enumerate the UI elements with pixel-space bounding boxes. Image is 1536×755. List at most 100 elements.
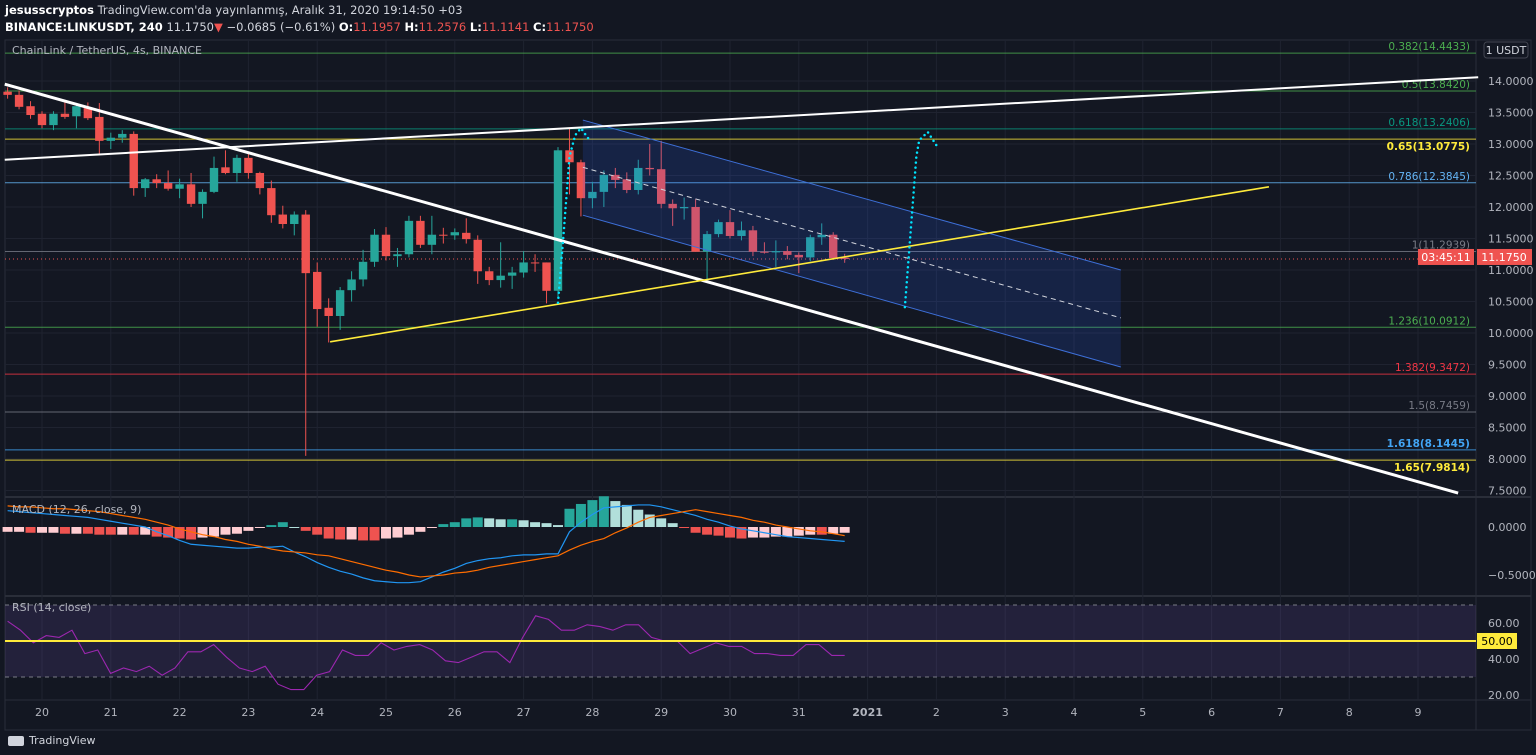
time-axis-label: 4	[1071, 706, 1078, 719]
countdown-badge	[1418, 248, 1474, 265]
macd-histogram-bar	[656, 518, 667, 527]
symbol-label[interactable]: BINANCE:LINKUSDT, 240	[5, 20, 163, 34]
macd-histogram-bar	[323, 527, 334, 539]
macd-histogram-bar	[541, 523, 552, 527]
macd-histogram-bar	[71, 527, 82, 534]
macd-histogram-bar	[610, 501, 621, 527]
macd-histogram-bar	[816, 527, 827, 535]
candle-body	[702, 234, 712, 252]
candle-body	[817, 234, 826, 238]
candle-body	[634, 167, 643, 190]
chart-header: jesusscryptos TradingView.com'da yayınla…	[5, 2, 594, 36]
low-value: 11.1141	[481, 20, 530, 34]
candle-body	[313, 271, 322, 310]
channel-middle-line	[582, 166, 1121, 319]
candle-body	[347, 279, 356, 291]
macd-histogram-bar	[37, 527, 47, 533]
candle-body	[829, 234, 838, 259]
candle-body	[278, 214, 287, 225]
price-axis-label: 11.0000	[1488, 264, 1534, 277]
time-axis-label: 24	[310, 706, 324, 719]
candle-body	[198, 191, 207, 204]
candle-body	[576, 162, 586, 199]
footer: TradingView	[8, 734, 95, 747]
candle-body	[232, 157, 242, 173]
candle-body	[26, 106, 35, 116]
candle-body	[840, 257, 849, 259]
macd-histogram-bar	[140, 527, 151, 535]
projection-path	[556, 126, 591, 305]
macd-histogram-bar	[679, 527, 690, 528]
price-axis-label: 7.5000	[1488, 485, 1527, 498]
signal-line	[7, 505, 845, 578]
rsi-title: RSI (14, close)	[12, 601, 91, 614]
macd-histogram-bar	[369, 527, 380, 541]
macd-histogram-bar	[644, 514, 655, 527]
projection-path	[903, 130, 938, 309]
time-axis-label: 28	[585, 706, 599, 719]
time-axis-label: 8	[1346, 706, 1353, 719]
candle-body	[565, 150, 574, 163]
time-axis-label: 23	[241, 706, 255, 719]
candle-body	[714, 222, 723, 235]
candle-body	[152, 179, 161, 184]
price-axis-label: 12.0000	[1488, 201, 1534, 214]
candle-body	[370, 234, 379, 262]
price-axis-label: 8.5000	[1488, 422, 1527, 435]
candle-body	[83, 108, 93, 119]
candle-body	[806, 237, 815, 258]
macd-histogram-bar	[690, 527, 701, 533]
candle-body	[72, 106, 81, 117]
macd-histogram-bar	[289, 527, 300, 528]
downtrend-line	[4, 82, 1459, 495]
time-axis-label: 2	[933, 706, 940, 719]
macd-axis-label: 0.0000	[1488, 521, 1527, 534]
time-axis-label: 22	[173, 706, 187, 719]
macd-histogram-bar	[438, 524, 449, 527]
macd-histogram-bar	[667, 523, 678, 527]
macd-histogram-bar	[472, 517, 483, 527]
price-axis-label: 12.5000	[1488, 170, 1534, 183]
macd-histogram-bar	[403, 527, 414, 535]
close-value: 11.1750	[546, 20, 594, 34]
footer-logo-text[interactable]: TradingView	[29, 734, 96, 747]
last-price-badge	[1477, 248, 1532, 265]
macd-histogram-bar	[713, 527, 724, 536]
candle-body	[622, 179, 631, 190]
currency-badge	[1483, 41, 1529, 59]
macd-pane	[2, 496, 850, 584]
candle-body	[599, 174, 609, 192]
macd-histogram-bar	[254, 527, 265, 528]
channel-upper-line	[582, 119, 1121, 271]
time-axis-label: 2021	[852, 706, 883, 719]
candle-body	[129, 133, 138, 189]
axes: 20 21 22 23 24 25 26 27 28 29 30 31 2021 2 3 4 5 6 7 8 914.0…	[35, 41, 1536, 719]
macd-histogram-bar	[14, 527, 25, 532]
price-axis-label: 13.5000	[1488, 107, 1534, 120]
price-axis-label: 9.5000	[1488, 359, 1527, 372]
price-axis-label: 11.5000	[1488, 233, 1534, 246]
open-value: 11.1957	[353, 20, 401, 34]
price-axis-label: 10.0000	[1488, 327, 1534, 340]
macd-histogram-bar	[495, 519, 506, 527]
author-name[interactable]: jesusscryptos	[5, 3, 94, 17]
macd-histogram-bar	[163, 527, 174, 538]
candle-body	[175, 184, 184, 189]
symbol-info-line: BINANCE:LINKUSDT, 240 11.1750▼ −0.0685 (…	[5, 19, 594, 36]
drawings[interactable]	[4, 76, 1479, 495]
candle-body	[462, 232, 471, 240]
macd-histogram-bar	[587, 500, 598, 527]
channel-lower-line	[582, 214, 1121, 368]
macd-line	[7, 504, 845, 584]
price-axis-label: 8.0000	[1488, 453, 1527, 466]
fib-level-label: 1(11.2939)	[1412, 239, 1470, 251]
macd-histogram-bar	[231, 527, 242, 534]
candle-body	[106, 137, 115, 141]
macd-axis-label: −0.5000	[1488, 569, 1536, 582]
fib-level-label: 0.5(13.8420)	[1402, 79, 1470, 91]
candles	[3, 87, 849, 456]
time-axis-label: 7	[1277, 706, 1284, 719]
time-axis-label: 6	[1208, 706, 1215, 719]
last-price: 11.1750	[166, 20, 214, 34]
